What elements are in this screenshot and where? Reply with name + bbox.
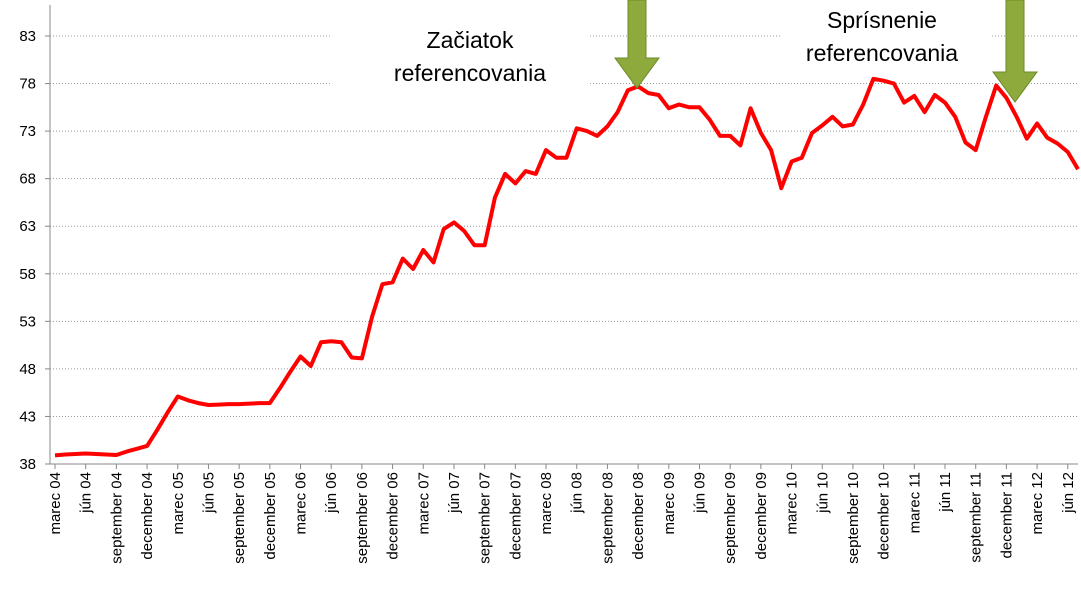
x-tick-label: december 05: [262, 472, 279, 560]
x-tick-label: december 10: [876, 472, 893, 560]
x-tick-label: marec 12: [1029, 472, 1046, 535]
x-tick-label: september 05: [231, 472, 248, 564]
x-tick-label: september 06: [354, 472, 371, 564]
annotation: Začiatok: [427, 27, 514, 53]
x-tick-label: december 07: [507, 472, 524, 560]
x-tick-label: marec 06: [293, 472, 310, 535]
x-tick-label: september 11: [968, 472, 985, 563]
x-tick-label: marec 08: [538, 472, 555, 535]
y-tick-label: 43: [19, 408, 36, 425]
x-tick-label: september 07: [477, 472, 494, 564]
x-tick-label: september 04: [108, 472, 125, 564]
line: [54, 76, 1080, 458]
annotation-bg: [780, 0, 990, 75]
x-tick-label: jún 10: [814, 472, 831, 514]
x-tick-label: marec 09: [661, 472, 678, 535]
x-tick-label: jún 12: [1060, 472, 1077, 514]
x-tick-label: december 11: [998, 472, 1015, 558]
y-tick-label: 73: [19, 123, 36, 140]
x-tick-label: december 09: [753, 472, 770, 560]
x-tick-label: september 09: [722, 472, 739, 564]
y-tick-label: 63: [19, 218, 36, 235]
x-tick-label: jún 07: [446, 472, 463, 514]
annotation: referencovania: [394, 60, 546, 86]
x-tick-label: marec 05: [170, 472, 187, 535]
y-tick-label: 53: [19, 313, 36, 330]
y-tick-label: 68: [19, 171, 36, 188]
x-tick-label: marec 10: [784, 472, 801, 535]
x-tick-label: jún 06: [323, 472, 340, 514]
x-tick-label: marec 04: [47, 472, 64, 535]
y-tick-label: 78: [19, 76, 36, 93]
arrow: [992, 0, 1038, 103]
y-tick-label: 38: [19, 456, 36, 473]
x-tick-label: december 04: [139, 472, 156, 560]
x-tick-label: jún 04: [78, 472, 95, 514]
x-tick-label: jún 08: [569, 472, 586, 514]
y-tick-label: 58: [19, 266, 36, 283]
x-tick-label: september 08: [599, 472, 616, 564]
annotation: Sprísnenie: [827, 7, 937, 33]
x-tick-label: marec 07: [415, 472, 432, 535]
x-tick-label: jún 09: [691, 472, 708, 514]
x-tick-label: marec 11: [906, 472, 923, 533]
annotation: referencovania: [806, 40, 958, 66]
x-tick-label: jún 11: [937, 472, 954, 513]
x-tick-label: jún 05: [200, 472, 217, 514]
x-tick-label: december 06: [385, 472, 402, 560]
x-tick-label: december 08: [630, 472, 647, 560]
annotation-bg: [330, 10, 590, 95]
arrow: [614, 0, 660, 89]
x-tick-label: september 10: [845, 472, 862, 564]
y-tick-label: 83: [19, 28, 36, 45]
y-tick-label: 48: [19, 361, 36, 378]
